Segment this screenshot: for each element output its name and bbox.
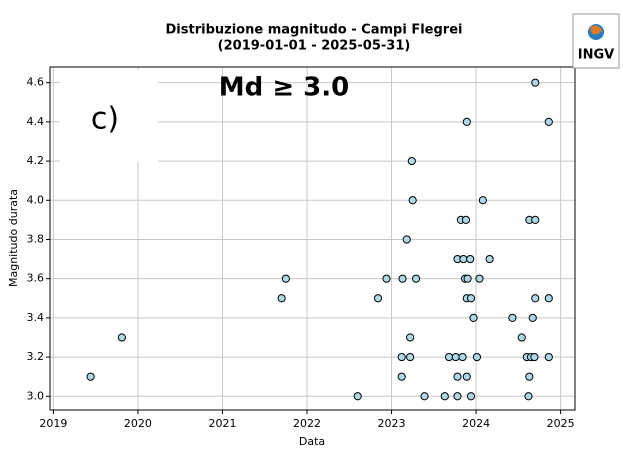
x-tick-label: 2024 xyxy=(462,417,490,430)
x-tick-label: 2019 xyxy=(39,417,67,430)
point xyxy=(397,352,406,362)
threshold-label: Md ≥ 3.0 xyxy=(219,73,349,103)
point xyxy=(411,274,421,283)
point xyxy=(451,352,460,362)
y-tick-label: 4.4 xyxy=(27,115,45,128)
point xyxy=(402,235,411,244)
x-tick-label: 2020 xyxy=(124,417,152,430)
point xyxy=(531,294,540,303)
point xyxy=(406,333,415,342)
point xyxy=(458,352,467,362)
point xyxy=(407,156,416,166)
x-tick-label: 2022 xyxy=(293,417,321,430)
y-tick-label: 3.0 xyxy=(27,389,45,402)
point xyxy=(544,294,553,303)
x-tick-label: 2025 xyxy=(547,417,575,430)
panel-label: c) xyxy=(91,102,119,137)
point xyxy=(531,215,540,224)
point xyxy=(406,352,415,362)
point xyxy=(444,352,454,362)
point xyxy=(472,352,482,362)
point xyxy=(530,352,539,362)
point xyxy=(517,333,526,342)
logo-land xyxy=(590,25,602,35)
point xyxy=(475,274,484,283)
chart-subtitle: (2019-01-01 - 2025-05-31) xyxy=(218,39,411,54)
point xyxy=(420,392,429,401)
point xyxy=(525,372,534,381)
point xyxy=(461,215,471,224)
point xyxy=(462,117,471,126)
point xyxy=(462,372,471,381)
logo-box xyxy=(572,13,620,69)
point xyxy=(508,313,517,322)
chart-title: Distribuzione magnitudo - Campi Flegrei xyxy=(166,23,463,38)
point xyxy=(382,274,391,283)
point xyxy=(544,117,553,126)
point xyxy=(524,392,533,401)
point xyxy=(353,392,362,401)
point xyxy=(453,372,462,381)
y-axis-label: Magnitudo durata xyxy=(7,189,20,287)
y-tick-label: 3.8 xyxy=(27,232,45,245)
point xyxy=(281,274,290,283)
point xyxy=(478,196,487,205)
point xyxy=(277,294,286,303)
y-tick-label: 4.2 xyxy=(27,154,45,167)
y-tick-label: 4.0 xyxy=(27,193,45,206)
plot-frame xyxy=(49,66,576,411)
point xyxy=(408,196,417,205)
point xyxy=(528,313,537,322)
x-axis-label: Data xyxy=(299,435,325,448)
point xyxy=(117,333,126,342)
point xyxy=(453,392,462,401)
point xyxy=(485,254,494,264)
point xyxy=(440,392,449,401)
logo-text: INGV xyxy=(578,48,614,63)
point xyxy=(544,352,553,362)
point xyxy=(373,294,383,303)
x-tick-label: 2023 xyxy=(378,417,406,430)
point xyxy=(459,254,468,264)
point xyxy=(466,254,475,264)
point xyxy=(531,78,540,87)
point xyxy=(463,274,472,283)
point xyxy=(466,392,476,401)
point xyxy=(398,274,407,283)
point xyxy=(469,313,478,322)
y-tick-label: 3.2 xyxy=(27,350,45,363)
point xyxy=(397,372,406,381)
point xyxy=(466,294,476,303)
label-box xyxy=(60,70,158,162)
point xyxy=(86,372,95,381)
x-tick-label: 2021 xyxy=(208,417,236,430)
y-tick-label: 4.6 xyxy=(27,76,45,89)
y-tick-label: 3.4 xyxy=(27,311,45,324)
plot-area: 3.0 3.2 3.4 3.6 3.8 4.0 4.2 4.4 4.6 2019 2020 2021 2… xyxy=(27,66,576,430)
y-tick-label: 3.6 xyxy=(27,272,45,285)
